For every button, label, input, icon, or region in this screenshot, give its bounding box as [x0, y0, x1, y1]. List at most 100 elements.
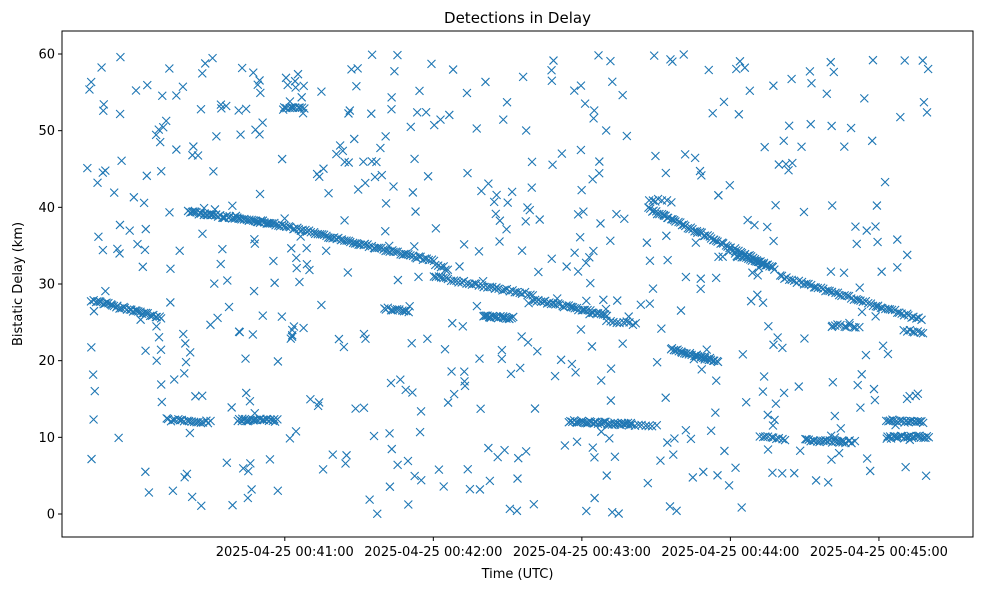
detection-point — [918, 418, 928, 428]
detection-point — [250, 408, 260, 418]
detection-point — [245, 458, 255, 468]
detection-point — [523, 203, 532, 212]
detection-point — [804, 279, 813, 289]
y-axis-label: Bistatic Delay (km) — [11, 222, 26, 346]
detection-point — [393, 460, 403, 470]
detection-point — [838, 437, 847, 447]
detection-point — [90, 386, 100, 396]
detection-point — [222, 276, 232, 285]
detection-point — [139, 308, 149, 318]
detection-point — [761, 260, 771, 270]
detection-point — [871, 301, 881, 311]
detection-point — [462, 279, 471, 289]
detection-point — [713, 470, 722, 480]
detection-point — [100, 286, 110, 296]
detection-point — [196, 418, 206, 428]
detection-point — [305, 265, 314, 275]
detection-point — [157, 397, 167, 407]
detection-point — [805, 66, 815, 76]
detection-point — [431, 223, 441, 233]
detection-point — [807, 78, 816, 88]
detection-point — [713, 357, 723, 367]
detection-point — [359, 403, 369, 413]
detection-point — [403, 500, 413, 509]
detection-point — [217, 244, 227, 254]
x-tick-label: 2025-04-25 00:42:00 — [364, 545, 502, 560]
detection-point — [340, 157, 350, 167]
detection-point — [372, 509, 382, 519]
detection-point — [367, 157, 377, 166]
detection-point — [696, 171, 706, 180]
detection-point — [278, 105, 288, 115]
detection-point — [797, 142, 806, 152]
detection-point — [297, 92, 307, 102]
detection-point — [826, 431, 836, 441]
detection-point — [741, 397, 751, 407]
detection-point — [94, 232, 103, 242]
detection-point — [291, 253, 301, 263]
detection-point — [911, 314, 921, 323]
detection-point — [596, 427, 606, 437]
detection-point — [407, 338, 417, 348]
data-points — [82, 50, 934, 519]
detection-point — [612, 296, 622, 305]
detection-point — [559, 302, 569, 312]
detection-point — [604, 434, 614, 443]
detection-point — [384, 241, 394, 251]
detection-point — [549, 56, 558, 65]
detection-point — [263, 219, 273, 228]
detection-point — [182, 469, 192, 479]
chart-title: Detections in Delay — [444, 9, 591, 27]
detection-point — [302, 259, 312, 269]
detection-point — [224, 302, 234, 312]
detection-point — [768, 468, 777, 478]
detection-point — [769, 236, 778, 246]
detection-point — [643, 478, 653, 488]
detection-point — [381, 199, 391, 208]
detection-point — [532, 346, 542, 356]
detection-point — [485, 476, 495, 486]
detection-point — [211, 132, 221, 141]
detection-point — [842, 291, 852, 301]
detection-point — [606, 316, 616, 326]
y-tick-label: 40 — [38, 201, 55, 216]
detection-point — [713, 190, 723, 200]
detection-point — [144, 488, 154, 497]
detection-point — [385, 428, 394, 438]
detection-point — [414, 272, 423, 282]
detection-point — [895, 112, 905, 122]
detection-point — [98, 106, 108, 116]
detection-point — [512, 506, 522, 516]
detection-point — [851, 323, 860, 332]
detection-point — [313, 401, 323, 411]
detection-point — [387, 444, 397, 454]
detection-point — [227, 201, 237, 211]
detection-point — [390, 66, 399, 76]
detection-point — [178, 82, 188, 92]
detection-point — [778, 434, 787, 444]
detection-point — [688, 473, 698, 482]
detection-point — [834, 448, 844, 458]
detection-point — [671, 346, 681, 355]
detection-point — [141, 224, 151, 234]
detection-point — [900, 56, 910, 65]
detection-point — [277, 220, 287, 230]
detection-point — [492, 190, 502, 200]
detection-point — [475, 354, 484, 363]
detection-point — [423, 171, 433, 181]
detection-point — [770, 415, 779, 425]
detection-point — [570, 248, 580, 258]
detection-point — [711, 376, 721, 386]
detection-point — [237, 63, 247, 73]
detection-point — [691, 238, 701, 248]
detection-point — [651, 151, 660, 161]
detection-point — [273, 414, 282, 424]
detection-point — [696, 284, 706, 294]
detection-point — [734, 109, 744, 119]
detection-point — [387, 92, 397, 102]
detection-point — [216, 103, 226, 113]
detection-point — [706, 426, 716, 436]
detection-point — [152, 321, 161, 331]
detection-point — [645, 256, 655, 266]
detection-point — [331, 149, 341, 159]
